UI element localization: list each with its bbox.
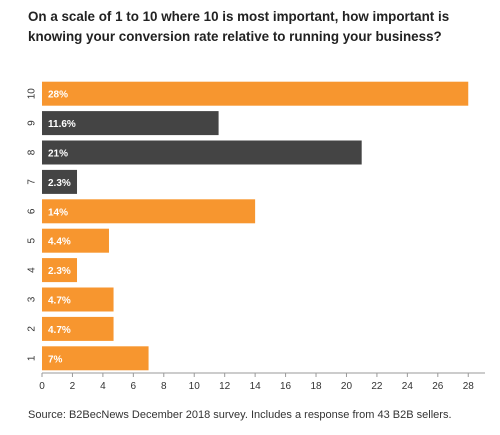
category-label-4: 4: [27, 267, 38, 273]
x-tick-label-6: 6: [131, 381, 137, 392]
bar-6: [42, 199, 256, 224]
category-label-10: 10: [27, 88, 38, 100]
data-label-5: 4.4%: [48, 237, 71, 248]
category-label-2: 2: [27, 326, 38, 332]
x-tick-label-2: 2: [70, 381, 76, 392]
category-label-1: 1: [27, 355, 38, 361]
category-label-3: 3: [27, 296, 38, 302]
y-axis: 10 9 8 7 6 5 4 3 2 1: [27, 88, 38, 361]
x-tick-label-10: 10: [189, 381, 201, 392]
x-tick-label-18: 18: [310, 381, 322, 392]
bar-7: [42, 169, 78, 194]
x-tick-label-12: 12: [219, 381, 231, 392]
x-tick-label-26: 26: [432, 381, 444, 392]
data-label-1: 7%: [48, 354, 63, 365]
data-label-4: 2.3%: [48, 266, 71, 277]
data-label-8: 21%: [48, 149, 68, 160]
data-label-2: 4.7%: [48, 325, 71, 336]
bar-1: [42, 346, 149, 371]
category-label-9: 9: [27, 120, 38, 126]
x-tick-label-8: 8: [161, 381, 167, 392]
x-tick-label-14: 14: [250, 381, 262, 392]
bar-5: [42, 228, 109, 253]
x-tick-label-0: 0: [39, 381, 45, 392]
category-label-5: 5: [27, 237, 38, 243]
x-tick-label-4: 4: [100, 381, 106, 392]
bars-layer: 28% 11.6% 21% 2.3% 14% 4.4% 2.3% 4.7% 4.7% 7%: [42, 81, 469, 371]
x-tick-label-28: 28: [463, 381, 475, 392]
x-axis: 0 2 4 6 8 10 12 14 16 18 20 22 24 26 28: [39, 372, 485, 392]
chart-title: On a scale of 1 to 10 where 10 is most i…: [28, 9, 450, 44]
category-label-8: 8: [27, 149, 38, 155]
bar-2: [42, 316, 114, 341]
x-tick-label-24: 24: [402, 381, 414, 392]
x-tick-label-22: 22: [371, 381, 383, 392]
x-tick-label-16: 16: [280, 381, 292, 392]
bar-3: [42, 287, 114, 312]
data-label-7: 2.3%: [48, 178, 71, 189]
category-label-7: 7: [27, 179, 38, 185]
data-label-9: 11.6%: [48, 119, 76, 130]
bar-8: [42, 140, 362, 165]
x-tick-label-20: 20: [341, 381, 353, 392]
category-label-6: 6: [27, 208, 38, 214]
data-label-10: 28%: [48, 90, 68, 101]
bar-10: [42, 81, 469, 106]
data-label-6: 14%: [48, 207, 68, 218]
data-label-3: 4.7%: [48, 296, 71, 307]
bar-4: [42, 258, 78, 283]
bar-9: [42, 111, 219, 136]
source-note: Source: B2BecNews December 2018 survey. …: [28, 409, 452, 421]
